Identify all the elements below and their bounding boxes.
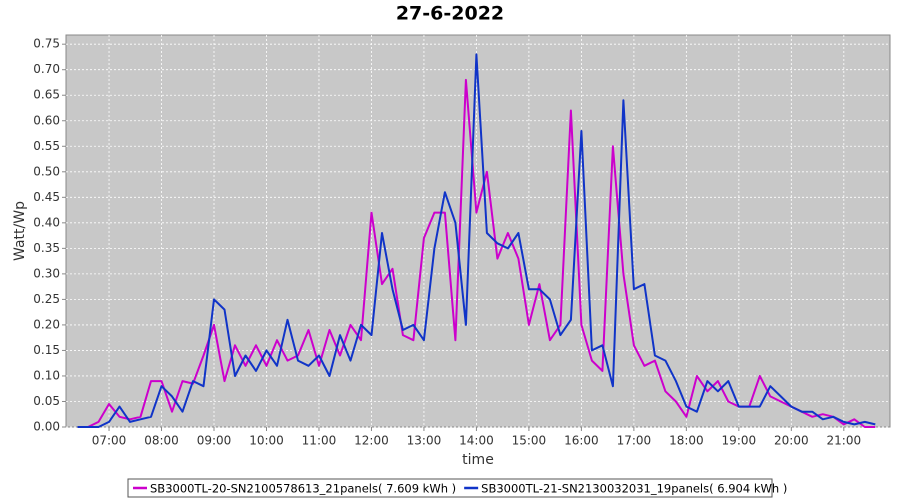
y-tick-label: 0.40: [33, 215, 60, 229]
y-tick-label: 0.45: [33, 190, 60, 204]
x-tick-label: 13:00: [407, 434, 442, 448]
y-tick-label: 0.55: [33, 139, 60, 153]
y-axis-label: Watt/Wp: [12, 201, 28, 261]
x-tick-label: 15:00: [512, 434, 547, 448]
y-tick-label: 0.75: [33, 37, 60, 51]
y-tick-label: 0.00: [33, 420, 60, 434]
y-tick-label: 0.60: [33, 113, 60, 127]
chart-title: 27-6-2022: [396, 3, 504, 25]
y-tick-label: 0.15: [33, 343, 60, 357]
legend-label: SB3000TL-20-SN2100578613_21panels( 7.609…: [150, 482, 456, 496]
x-tick-label: 08:00: [144, 434, 179, 448]
y-tick-label: 0.70: [33, 62, 60, 76]
y-tick-label: 0.50: [33, 164, 60, 178]
y-tick-label: 0.30: [33, 266, 60, 280]
x-tick-label: 17:00: [617, 434, 652, 448]
x-tick-label: 20:00: [774, 434, 809, 448]
y-tick-label: 0.25: [33, 292, 60, 306]
legend: [127, 478, 773, 498]
x-tick-label: 07:00: [92, 434, 127, 448]
x-tick-label: 16:00: [564, 434, 599, 448]
x-tick-label: 19:00: [722, 434, 757, 448]
series-line: [77, 53, 876, 428]
y-tick-label: 0.10: [33, 368, 60, 382]
x-tick-label: 12:00: [354, 434, 389, 448]
y-tick-label: 0.20: [33, 317, 60, 331]
y-tick-label: 0.35: [33, 241, 60, 255]
y-tick-label: 0.65: [33, 88, 60, 102]
x-tick-label: 09:00: [197, 434, 232, 448]
legend-label: SB3000TL-21-SN2130032031_19panels( 6.904…: [481, 482, 787, 496]
plot-area: [65, 34, 891, 428]
x-tick-label: 18:00: [669, 434, 704, 448]
x-tick-label: 10:00: [249, 434, 284, 448]
x-axis-label: time: [462, 452, 494, 468]
x-tick-label: 21:00: [827, 434, 862, 448]
x-tick-label: 11:00: [302, 434, 337, 448]
y-tick-label: 0.05: [33, 394, 60, 408]
x-tick-label: 14:00: [459, 434, 494, 448]
